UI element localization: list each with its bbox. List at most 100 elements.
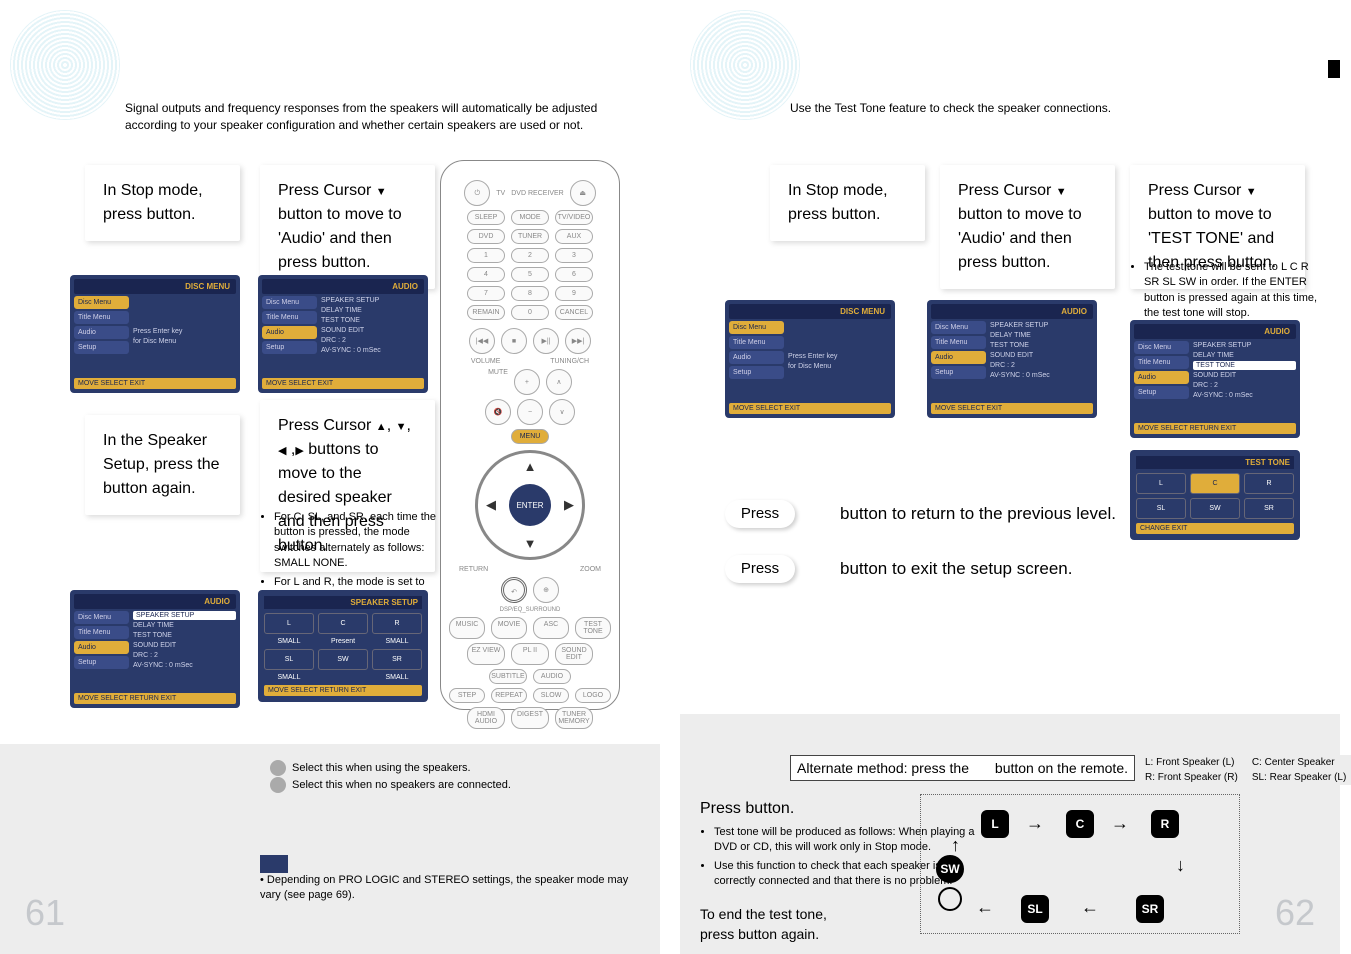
b-mode: MODE xyxy=(511,210,549,225)
speaker-legend: L: Front Speaker (L)R: Front Speaker (R)… xyxy=(1145,755,1351,785)
n4: 4 xyxy=(467,267,505,282)
press-bubble-2: Press xyxy=(725,555,795,583)
n8: 8 xyxy=(511,286,549,301)
r-step1: In Stop mode, press button. xyxy=(788,182,888,223)
leg-C: C: Center Speaker xyxy=(1252,757,1335,768)
n1: 1 xyxy=(467,248,505,263)
br00: MUSIC xyxy=(449,617,485,639)
rt2-s: Setup xyxy=(931,366,986,379)
press-exit-text: button to exit the setup screen. xyxy=(840,559,1072,579)
rt-t: Title Menu xyxy=(729,336,784,349)
rm2-tr: AUDIO xyxy=(1061,307,1087,316)
ai5: AV-SYNC : 0 mSec xyxy=(321,346,424,355)
rt3-d: Disc Menu xyxy=(1134,341,1189,354)
br01: MOVIE xyxy=(491,617,527,639)
step2-box: Press Cursor button to move to 'Audio' a… xyxy=(260,165,435,289)
note-a: For C, SL, and SR, each time the button … xyxy=(274,510,437,572)
press-return-text: button to return to the previous level. xyxy=(840,504,1116,524)
ai1: DELAY TIME xyxy=(321,306,424,315)
node-SR: SR xyxy=(1136,895,1164,923)
side-tab xyxy=(1328,60,1340,78)
c9: SMALL xyxy=(264,674,314,681)
b-tuner: TUNER xyxy=(511,229,549,244)
tc1: C xyxy=(1190,473,1240,494)
alt-right: button on the remote. xyxy=(995,760,1128,776)
ra5: AV-SYNC : 0 mSec xyxy=(990,371,1093,380)
n5: 5 xyxy=(511,267,549,282)
br02: ASC xyxy=(533,617,569,639)
c6: SL xyxy=(264,649,314,670)
intro-text-r: Use the Test Tone feature to check the s… xyxy=(790,100,1111,117)
c10 xyxy=(318,674,368,681)
t3-t: Title Menu xyxy=(74,626,129,639)
arrow-6: ↑ xyxy=(951,835,960,856)
r-tt-note: The test tone will be sent to L C R SR S… xyxy=(1132,260,1322,325)
end1: To end the test tone, xyxy=(700,906,827,922)
tab-disc: Disc Menu xyxy=(74,296,129,309)
arrow-5: ← xyxy=(976,897,994,918)
ai34: DRC : 2 xyxy=(133,651,236,660)
alternate-method-bar: Alternate method: press the button on th… xyxy=(790,755,1135,781)
rt3-a: Audio xyxy=(1134,371,1189,384)
lbl-return: RETURN xyxy=(459,566,488,573)
n0: 0 xyxy=(511,305,549,320)
rt2-a: Audio xyxy=(931,351,986,364)
sp-tr: SPEAKER SETUP xyxy=(350,598,418,607)
br42: TUNER MEMORY xyxy=(555,707,593,729)
t3-a: Audio xyxy=(74,641,129,654)
br30: STEP xyxy=(449,688,485,703)
br12: SOUND EDIT xyxy=(555,643,593,665)
c2: R xyxy=(372,613,422,634)
rt-a: Audio xyxy=(729,351,784,364)
step2-text-a: Press Cursor xyxy=(278,182,376,199)
nav-dn-icon: ▼ xyxy=(524,536,537,551)
page-62: Use the Test Tone feature to check the s… xyxy=(680,0,1340,954)
test-tone-panel: TEST TONE L C R SL SW SR CHANGE EXIT xyxy=(1130,450,1300,540)
ai35: AV-SYNC : 0 mSec xyxy=(133,661,236,670)
t2-title: Title Menu xyxy=(262,311,317,324)
ai30: SPEAKER SETUP xyxy=(133,611,236,620)
dot-icon xyxy=(270,760,286,776)
m1-foot: MOVE SELECT EXIT xyxy=(74,378,236,389)
rb1: DELAY TIME xyxy=(1193,351,1296,360)
c1: C xyxy=(318,613,368,634)
c5: SMALL xyxy=(372,638,422,645)
r-s3a: Press Cursor xyxy=(1148,182,1246,199)
step3-box: In the Speaker Setup, press the button a… xyxy=(85,415,240,515)
arrow-1: → xyxy=(1026,813,1044,834)
ra4: DRC : 2 xyxy=(990,361,1093,370)
rm3-foot: MOVE SELECT RETURN EXIT xyxy=(1134,423,1296,434)
tc4: SW xyxy=(1190,498,1240,519)
c8: SR xyxy=(372,649,422,670)
node-L: L xyxy=(981,810,1009,838)
swirl-decoration xyxy=(10,10,120,120)
n9: 9 xyxy=(555,286,593,301)
cur-up-icon xyxy=(376,417,387,434)
ra1: DELAY TIME xyxy=(990,331,1093,340)
speaker-setup-panel: SPEAKER SETUP L C R SMALL Present SMALL … xyxy=(258,590,428,702)
bottom-note: Depending on PRO LOGIC and STEREO settin… xyxy=(260,874,628,901)
nav-ring: ▲ ▼ ◀ ▶ ENTER xyxy=(475,450,585,560)
leg-R: R: Front Speaker (R) xyxy=(1145,772,1238,783)
t3-d: Disc Menu xyxy=(74,611,129,624)
b-play: ▶|| xyxy=(533,328,559,354)
br20: SUBTITLE xyxy=(489,669,527,684)
nav-r-icon: ▶ xyxy=(564,497,574,513)
b-stop: ■ xyxy=(501,328,527,354)
leg-small: Select this when using the speakers. xyxy=(292,760,471,777)
menu-screenshot-audio: AUDIO Disc Menu Title Menu Audio Setup S… xyxy=(258,275,428,393)
ai2: TEST TONE xyxy=(321,316,424,325)
ai4: DRC : 2 xyxy=(321,336,424,345)
legend-block: Select this when using the speakers. Sel… xyxy=(270,760,511,793)
m3-tr: AUDIO xyxy=(204,597,230,606)
step2-text-b: button to move to 'Audio' and then press… xyxy=(278,206,402,271)
rm3-tr: AUDIO xyxy=(1264,327,1290,336)
b-remain: REMAIN xyxy=(467,305,505,320)
rt3-t: Title Menu xyxy=(1134,356,1189,369)
ai33: SOUND EDIT xyxy=(133,641,236,650)
b-enter: ENTER xyxy=(509,484,551,526)
node-SW: SW xyxy=(936,855,964,883)
b-prev: |◀◀ xyxy=(469,328,495,354)
lbl-zoom: ZOOM xyxy=(580,566,601,573)
ra3: SOUND EDIT xyxy=(990,351,1093,360)
